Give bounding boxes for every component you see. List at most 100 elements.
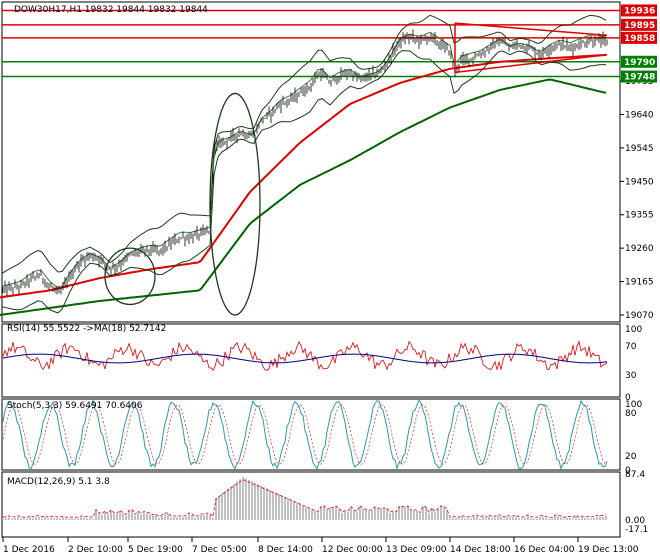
- macd-histogram-bar: [464, 518, 466, 520]
- macd-histogram-bar: [68, 518, 70, 520]
- moving-average-slow: [0, 78, 607, 316]
- rsi-tick-label: 30: [625, 371, 637, 381]
- macd-histogram-bar: [386, 508, 388, 520]
- macd-histogram-bar: [560, 517, 562, 520]
- macd-histogram-bar: [56, 518, 58, 520]
- level-label: 19936: [621, 4, 657, 17]
- macd-histogram-bar: [368, 511, 370, 520]
- macd-histogram-bar: [416, 511, 418, 520]
- macd-histogram-bar: [242, 476, 244, 520]
- macd-histogram-bar: [218, 495, 220, 520]
- macd-histogram-bar: [284, 496, 286, 520]
- macd-histogram-bar: [116, 514, 118, 520]
- macd-histogram-bar: [62, 517, 64, 520]
- macd-histogram-bar: [215, 498, 217, 520]
- macd-histogram-bar: [35, 516, 37, 520]
- macd-histogram-bar: [524, 518, 526, 520]
- macd-histogram-bar: [32, 518, 34, 520]
- macd-histogram-bar: [206, 514, 208, 520]
- macd-histogram-bar: [512, 517, 514, 520]
- macd-histogram-bar: [380, 508, 382, 520]
- macd-histogram-bar: [197, 517, 199, 520]
- macd-histogram-bar: [365, 510, 367, 520]
- macd-histogram-bar: [260, 485, 262, 520]
- macd-histogram-bar: [593, 517, 595, 520]
- macd-histogram-bar: [497, 515, 499, 520]
- band-lower: [1, 50, 606, 314]
- macd-histogram-bar: [458, 518, 460, 520]
- macd-tick-label: 87.4: [625, 470, 645, 480]
- x-tick-label: 2 Dec 10:00: [68, 545, 123, 555]
- macd-histogram-bar: [602, 516, 604, 520]
- macd-histogram-bar: [383, 508, 385, 520]
- macd-histogram-bar: [503, 518, 505, 520]
- rsi-label: RSI(14) 55.5522 ->MA(18) 52.7142: [7, 324, 166, 334]
- macd-histogram-bar: [566, 517, 568, 520]
- stoch-tick-label: 80: [625, 409, 637, 419]
- macd-histogram-bar: [410, 510, 412, 520]
- macd-histogram-bar: [212, 517, 214, 520]
- macd-histogram-bar: [53, 518, 55, 520]
- macd-histogram-bar: [146, 513, 148, 520]
- macd-histogram-bar: [92, 518, 94, 520]
- macd-histogram-bar: [548, 518, 550, 520]
- macd-histogram-bar: [29, 517, 31, 520]
- macd-histogram-bar: [101, 514, 103, 520]
- trendline-lower: [454, 54, 608, 74]
- macd-histogram-bar: [98, 513, 100, 520]
- macd-histogram-bar: [188, 513, 190, 520]
- panel-frame-main: [1, 1, 621, 323]
- macd-histogram-bar: [203, 515, 205, 520]
- macd-histogram-bar: [506, 516, 508, 520]
- macd-histogram-bar: [335, 506, 337, 520]
- macd-histogram-bar: [293, 501, 295, 520]
- macd-histogram-bar: [266, 488, 268, 520]
- macd-histogram-bar: [152, 515, 154, 520]
- macd-histogram-bar: [131, 510, 133, 520]
- macd-histogram-bar: [374, 507, 376, 520]
- macd-histogram-bar: [419, 513, 421, 520]
- macd-histogram-bar: [71, 518, 73, 520]
- macd-histogram-bar: [599, 516, 601, 520]
- macd-histogram-bar: [347, 511, 349, 520]
- macd-histogram-bar: [230, 486, 232, 520]
- y-tick-label: 19450: [625, 177, 654, 187]
- macd-histogram-bar: [431, 508, 433, 520]
- macd-histogram-bar: [254, 482, 256, 520]
- macd-histogram-bar: [137, 512, 139, 520]
- moving-average-mid: [0, 53, 607, 299]
- level-label-box: [621, 31, 657, 44]
- macd-histogram-bar: [320, 507, 322, 520]
- macd-histogram-bar: [350, 506, 352, 520]
- macd-histogram-bar: [14, 518, 16, 520]
- macd-label: MACD(12,26,9) 5.1 3.8: [7, 477, 110, 487]
- macd-panel: 87.4 0.00-17.1: [2, 470, 648, 535]
- macd-histogram-bar: [248, 479, 250, 520]
- pattern-ellipse: [104, 247, 156, 306]
- level-label: 19790: [621, 55, 657, 68]
- macd-histogram-bar: [440, 506, 442, 520]
- macd-histogram-bar: [65, 518, 67, 520]
- macd-histogram-bar: [437, 508, 439, 520]
- x-tick-label: 16 Dec 04:00: [514, 545, 575, 555]
- macd-histogram-bar: [572, 518, 574, 520]
- macd-histogram-bar: [323, 505, 325, 520]
- x-tick-label: 13 Dec 09:00: [386, 545, 447, 555]
- macd-histogram-bar: [590, 518, 592, 520]
- y-tick-label: 19545: [625, 144, 654, 154]
- macd-histogram-bar: [185, 516, 187, 520]
- macd-histogram-bar: [425, 507, 427, 520]
- trendline-upper: [454, 22, 608, 37]
- macd-histogram-bar: [2, 518, 4, 520]
- macd-histogram-bar: [359, 505, 361, 520]
- macd-tick-label: 0.00: [625, 516, 645, 526]
- macd-histogram-bar: [311, 509, 313, 520]
- macd-histogram-bar: [302, 505, 304, 520]
- macd-histogram-bar: [122, 513, 124, 520]
- macd-histogram-bar: [338, 508, 340, 520]
- panel-frame-rsi: [1, 323, 621, 398]
- macd-histogram-bar: [569, 517, 571, 520]
- rsi-tick-label: 0: [625, 393, 631, 403]
- level-label-text: 19936: [624, 6, 655, 16]
